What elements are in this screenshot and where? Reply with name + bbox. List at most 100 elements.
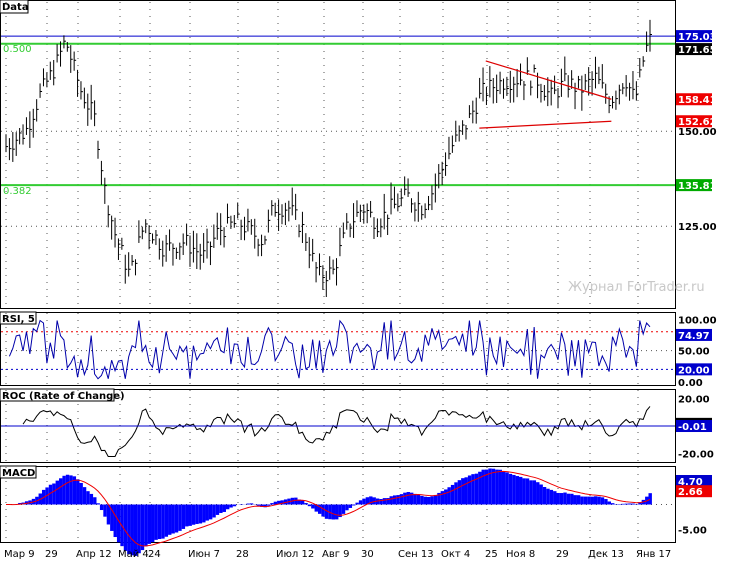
macd-bar [638,502,642,505]
macd-bar [168,504,172,535]
price-value-label: 175.03 [678,32,717,43]
macd-bar [358,500,363,505]
macd-bar [413,493,417,505]
macd-bar [406,492,410,505]
macd-bar [144,504,148,547]
macd-bar [307,504,312,507]
trend-line-lower [479,120,612,129]
price-title-box [0,0,29,14]
macd-bar [427,496,431,505]
macd-bar [157,504,162,540]
macd-bar [580,496,584,505]
macd-bar [69,475,73,505]
macd-bar [222,504,226,512]
fib-label: 0.500 [3,44,32,55]
macd-bar [181,504,186,529]
macd-bar [437,492,441,505]
macd-bar [72,476,77,505]
macd-bar [249,503,254,505]
macd-bar [631,503,635,505]
rsi-tick-label: 50.00 [678,347,710,358]
macd-bar [546,488,550,505]
macd-bar [570,493,574,505]
macd-bar [263,504,267,508]
macd-bar [317,504,322,514]
x-tick-label: Янв 17 [636,549,671,560]
macd-bar [501,471,506,505]
macd-bar [99,504,104,511]
macd-bar [488,468,492,505]
roc-tick-label: 20.00 [678,394,710,405]
macd-tick-label: -5.00 [678,526,707,537]
macd-bar [416,494,421,505]
macd-bar [532,480,537,505]
macd-bar [232,504,237,507]
macd-bar [154,504,158,540]
macd-bar [444,489,448,505]
macd-bar [198,504,203,524]
fib-label: 0.382 [3,186,32,197]
macd-bar [515,476,520,505]
macd-bar [314,504,318,512]
macd-bar [433,494,438,505]
macd-bar [178,504,182,531]
x-tick-label: Окт 4 [441,549,470,560]
macd-bar [563,492,567,505]
macd-bar [648,493,652,505]
macd-bar [498,469,502,505]
macd-bar [593,496,598,505]
macd-bar [512,474,516,505]
macd-bar [379,499,383,505]
macd-bar [48,484,53,505]
macd-bar [133,504,138,556]
macd-bar [277,500,281,505]
macd-bar [62,475,66,505]
macd-bar [348,504,353,508]
macd-bar [256,504,261,506]
macd-bar [280,500,284,505]
macd-bar [304,503,308,505]
macd-bar [447,487,451,505]
macd-bar [600,497,605,505]
trend-line-upper [485,60,612,100]
macd-bar [188,504,192,526]
x-tick-label: 29 [556,549,569,560]
macd-bar [113,504,117,538]
macd-bar [519,476,523,505]
roc-tick-label: -20.00 [678,450,714,461]
price-panel [0,0,676,309]
macd-bar [270,503,274,505]
price-value-label: 135.81 [678,181,717,192]
macd-bar [440,491,445,505]
macd-bar [375,498,380,505]
macd-bar [246,503,250,505]
macd-bar [335,504,339,520]
macd-bar [399,494,404,505]
x-tick-label: 28 [236,549,249,560]
macd-bar [55,480,60,505]
macd-bar [147,504,152,544]
macd-bar [409,492,414,505]
macd-bar [205,504,209,521]
macd-bar [607,501,612,505]
macd-bar [283,499,288,505]
macd-bar [536,482,540,505]
macd-bar [481,469,485,505]
price-title: Data [2,2,29,13]
macd-bar [566,493,571,505]
macd-bar [559,493,564,505]
macd-bar [151,504,155,543]
macd-bar [103,504,107,517]
macd-title-box [0,465,37,479]
macd-bar [260,504,264,507]
rsi-panel [0,312,676,386]
macd-bar [321,504,325,517]
x-tick-label: Ноя 8 [506,549,535,560]
macd-bar [345,504,349,511]
macd-bar [505,472,509,505]
macd-bar [352,504,356,506]
macd-bar [300,500,305,505]
macd-bar [386,498,390,505]
macd-bar [522,478,526,505]
macd-bar [116,504,121,543]
